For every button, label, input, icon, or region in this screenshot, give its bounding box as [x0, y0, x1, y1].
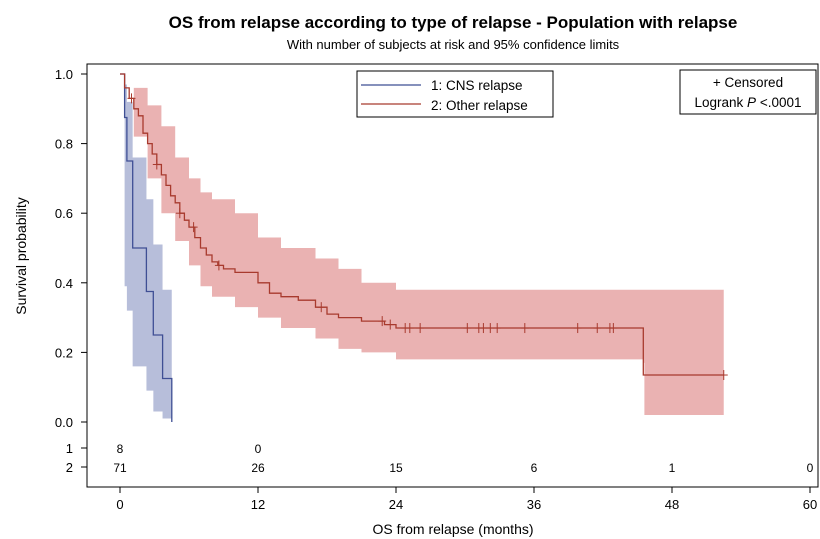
at-risk-count: 71 [113, 461, 127, 475]
legend-label-other: 2: Other relapse [431, 98, 528, 113]
logrank-prefix: Logrank [695, 95, 748, 110]
censor-logrank-box: + Censored Logrank P <.0001 [679, 69, 817, 115]
y-tick-label: 0.4 [55, 276, 73, 291]
y-axis-label: Survival probability [13, 197, 29, 315]
legend-box [356, 70, 554, 118]
y-tick-label: 0.2 [55, 345, 73, 360]
plot-border [86, 63, 819, 488]
at-risk-row-label: 2 [66, 460, 73, 475]
survival-curves [120, 73, 724, 422]
chart-title: OS from relapse according to type of rel… [169, 13, 738, 32]
at-risk-count: 0 [807, 461, 814, 475]
x-tick-label: 60 [803, 497, 817, 512]
x-tick-label: 0 [116, 497, 123, 512]
y-tick-label: 0.0 [55, 415, 73, 430]
at-risk-count: 0 [255, 442, 262, 456]
y-tick-label: 0.8 [55, 137, 73, 152]
survival-curve-1 [120, 73, 724, 376]
y-tick-label: 1.0 [55, 67, 73, 82]
x-axis: 0 12 24 36 48 60 [116, 487, 817, 512]
at-risk-table: 1 8 0 2 71 26 15 6 1 0 [66, 441, 814, 475]
chart-subtitle: With number of subjects at risk and 95% … [287, 37, 620, 52]
censor-marks [127, 93, 728, 381]
survival-curve-0 [120, 73, 173, 422]
at-risk-count: 26 [251, 461, 265, 475]
x-tick-label: 24 [389, 497, 403, 512]
ci-band-1 [120, 74, 724, 416]
at-risk-count: 6 [531, 461, 538, 475]
logrank-note: Logrank P <.0001 [695, 95, 802, 110]
x-tick-label: 48 [665, 497, 679, 512]
confidence-bands [120, 74, 724, 422]
at-risk-count: 8 [117, 442, 124, 456]
legend: 1: CNS relapse 2: Other relapse [356, 70, 554, 118]
x-tick-label: 12 [251, 497, 265, 512]
logrank-value: <.0001 [756, 95, 801, 110]
at-risk-row-label: 1 [66, 441, 73, 456]
plot-frame [86, 63, 819, 488]
x-axis-label: OS from relapse (months) [372, 521, 533, 537]
x-tick-label: 36 [527, 497, 541, 512]
y-tick-label: 0.6 [55, 206, 73, 221]
censored-note: + Censored [713, 75, 783, 90]
logrank-p: P [747, 95, 756, 110]
at-risk-count: 1 [669, 461, 676, 475]
y-axis: 0.0 0.2 0.4 0.6 0.8 1.0 [55, 67, 87, 430]
legend-label-cns: 1: CNS relapse [431, 78, 523, 93]
at-risk-count: 15 [389, 461, 403, 475]
inset-box [679, 69, 817, 115]
